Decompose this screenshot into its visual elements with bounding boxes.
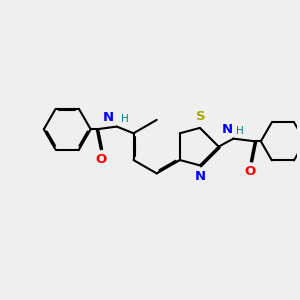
Text: N: N <box>222 123 233 136</box>
Text: O: O <box>244 165 256 178</box>
Text: S: S <box>196 110 206 123</box>
Text: O: O <box>95 153 106 166</box>
Text: H: H <box>121 114 128 124</box>
Text: N: N <box>195 170 206 183</box>
Text: H: H <box>236 126 244 136</box>
Text: N: N <box>103 111 114 124</box>
